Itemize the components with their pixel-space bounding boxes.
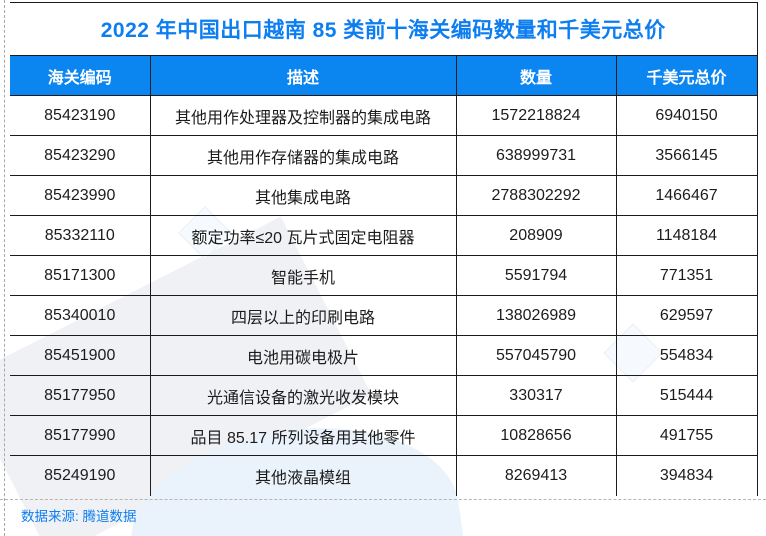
cell-description: 其他用作存储器的集成电路 [149,135,457,176]
cell-quantity: 8269413 [455,455,617,496]
cell-value: 6940150 [615,95,758,136]
cell-code: 85423190 [10,95,151,136]
cell-description: 额定功率≤20 瓦片式固定电阻器 [149,215,457,256]
cell-value: 1148184 [615,215,758,256]
cell-description: 其他液晶模组 [149,455,457,496]
customs-export-table: 2022 年中国出口越南 85 类前十海关编码数量和千美元总价 海关编码 描述 … [10,2,758,496]
cell-quantity: 5591794 [455,255,617,296]
cell-description: 其他集成电路 [149,175,457,216]
table-row: 85423990 其他集成电路 2788302292 1466467 [10,175,758,216]
cell-code: 85171300 [10,255,151,296]
cell-quantity: 557045790 [455,335,617,376]
cell-quantity: 138026989 [455,295,617,336]
page-boundary-bottom [0,499,766,500]
cell-quantity: 208909 [455,215,617,256]
column-header-value: 千美元总价 [615,55,758,96]
table-row: 85423290 其他用作存储器的集成电路 638999731 3566145 [10,135,758,176]
table-row: 85451900 电池用碳电极片 557045790 554834 [10,335,758,376]
cell-code: 85332110 [10,215,151,256]
cell-quantity: 1572218824 [455,95,617,136]
table-row: 85171300 智能手机 5591794 771351 [10,255,758,296]
table-title-row: 2022 年中国出口越南 85 类前十海关编码数量和千美元总价 [10,2,758,56]
cell-description: 电池用碳电极片 [149,335,457,376]
table-header-row: 海关编码 描述 数量 千美元总价 [10,55,758,96]
cell-description: 其他用作处理器及控制器的集成电路 [149,95,457,136]
page-title: 2022 年中国出口越南 85 类前十海关编码数量和千美元总价 [10,2,758,56]
column-header-description: 描述 [149,55,457,96]
cell-code: 85249190 [10,455,151,496]
cell-value: 491755 [615,415,758,456]
cell-value: 394834 [615,455,758,496]
cell-value: 629597 [615,295,758,336]
cell-value: 771351 [615,255,758,296]
data-source-note: 数据来源: 腾道数据 [21,509,137,524]
cell-quantity: 2788302292 [455,175,617,216]
table-row: 85340010 四层以上的印刷电路 138026989 629597 [10,295,758,336]
table-row: 85423190 其他用作处理器及控制器的集成电路 1572218824 694… [10,95,758,136]
cell-code: 85177990 [10,415,151,456]
cell-value: 554834 [615,335,758,376]
cell-value: 1466467 [615,175,758,216]
table-row: 85332110 额定功率≤20 瓦片式固定电阻器 208909 1148184 [10,215,758,256]
cell-code: 85340010 [10,295,151,336]
table-row: 85177990 品目 85.17 所列设备用其他零件 10828656 491… [10,415,758,456]
cell-description: 智能手机 [149,255,457,296]
cell-value: 3566145 [615,135,758,176]
page-boundary-left [4,0,5,536]
cell-description: 光通信设备的激光收发模块 [149,375,457,416]
cell-code: 85451900 [10,335,151,376]
cell-quantity: 330317 [455,375,617,416]
column-header-customs-code: 海关编码 [10,55,151,96]
cell-value: 515444 [615,375,758,416]
cell-quantity: 638999731 [455,135,617,176]
table-row: 85249190 其他液晶模组 8269413 394834 [10,455,758,496]
cell-code: 85423990 [10,175,151,216]
column-header-quantity: 数量 [455,55,617,96]
cell-code: 85177950 [10,375,151,416]
table-row: 85177950 光通信设备的激光收发模块 330317 515444 [10,375,758,416]
cell-description: 品目 85.17 所列设备用其他零件 [149,415,457,456]
cell-description: 四层以上的印刷电路 [149,295,457,336]
cell-quantity: 10828656 [455,415,617,456]
cell-code: 85423290 [10,135,151,176]
